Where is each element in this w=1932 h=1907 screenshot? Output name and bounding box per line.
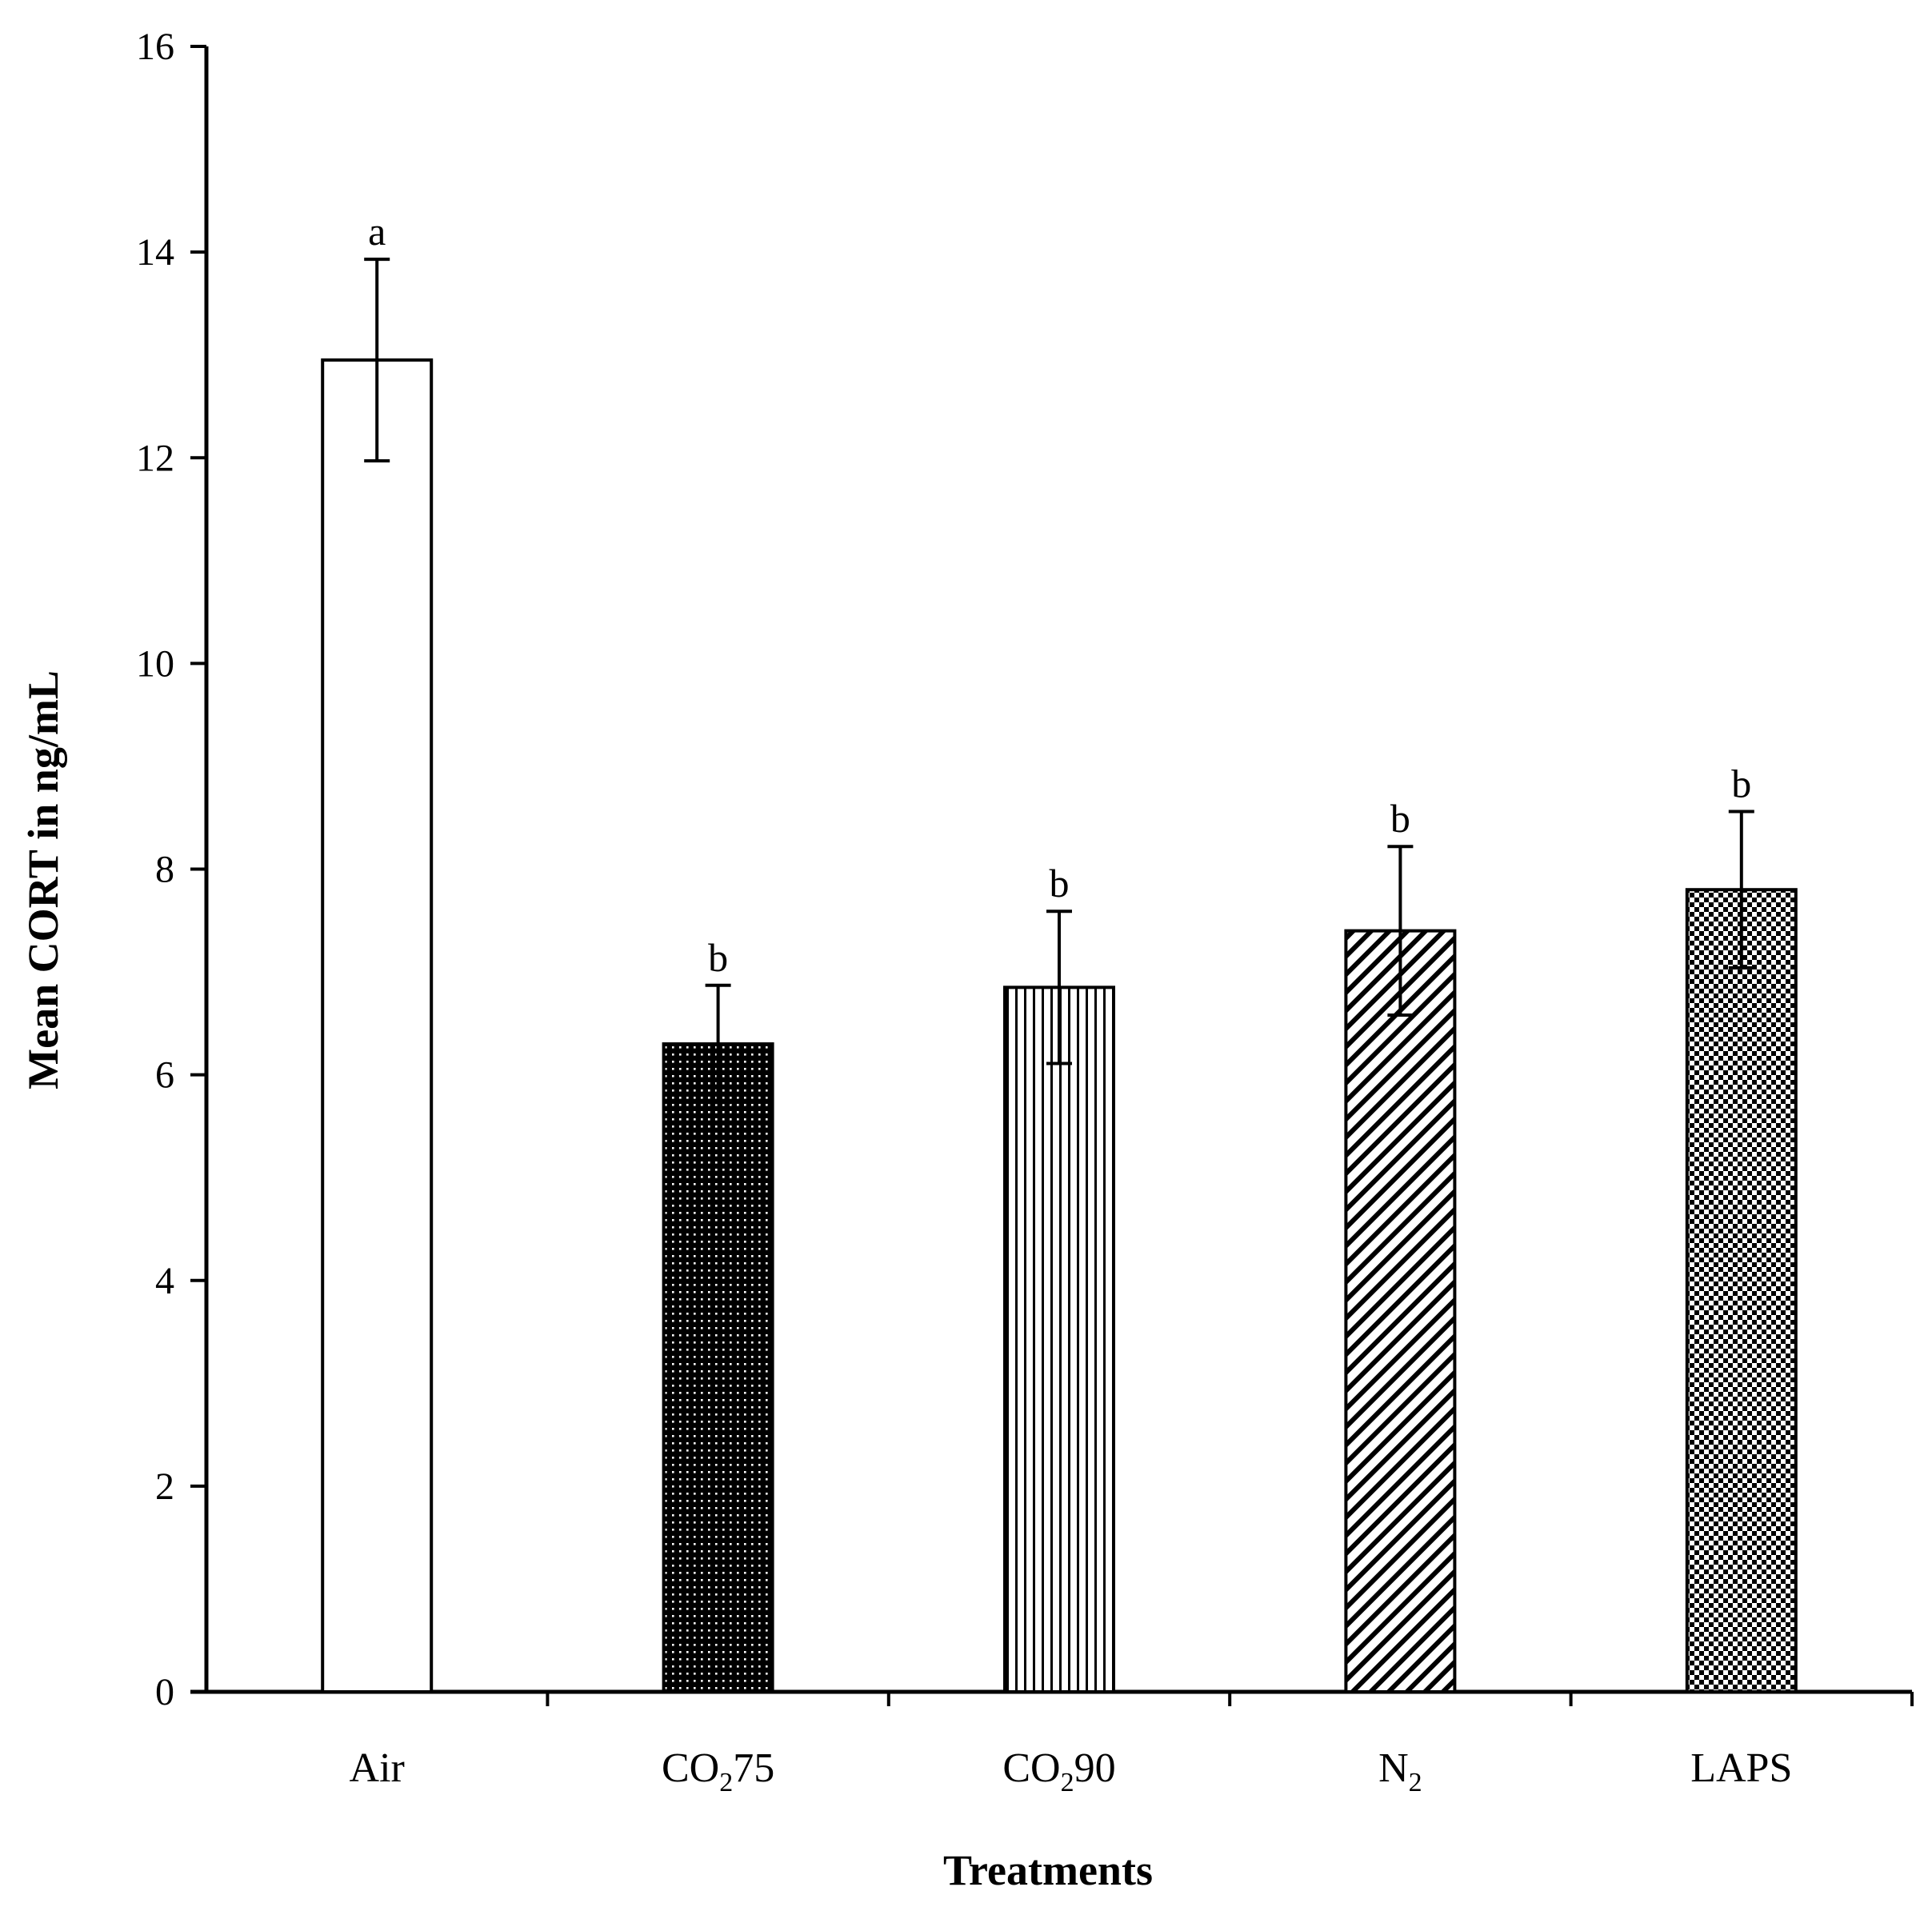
bars-group: a Air b CO275 b CO290 b N2 b LAPS [321, 209, 1798, 1797]
bar [1003, 985, 1115, 1694]
x-axis-title: Treatments [943, 1846, 1153, 1894]
significance-label: a [368, 209, 386, 254]
bar [662, 1042, 774, 1693]
y-tick-label: 14 [136, 231, 174, 274]
y-tick-label: 8 [155, 849, 174, 891]
significance-label: b [1050, 861, 1070, 906]
y-tick-label: 2 [155, 1465, 174, 1508]
category-label: N2 [1378, 1745, 1422, 1797]
bar [321, 358, 434, 1694]
y-tick-label: 10 [136, 642, 174, 685]
y-axis: 0 2 4 6 8 10 12 14 16 [136, 26, 209, 1713]
bar [1344, 929, 1457, 1693]
y-tick-label: 0 [155, 1671, 174, 1713]
category-label: CO290 [1002, 1745, 1115, 1797]
significance-label: b [1390, 796, 1410, 841]
y-tick-label: 6 [155, 1054, 174, 1097]
y-tick-label: 16 [136, 26, 174, 68]
significance-label: b [1731, 762, 1751, 806]
category-label: Air [350, 1745, 405, 1791]
y-tick-label: 12 [136, 437, 174, 479]
y-tick-label: 4 [155, 1260, 174, 1302]
category-label: LAPS [1690, 1745, 1792, 1791]
x-axis [190, 1689, 1914, 1706]
bar [1685, 888, 1798, 1693]
category-label: CO275 [662, 1745, 774, 1797]
significance-label: b [708, 935, 728, 980]
y-axis-title: Mean CORT in ng/mL [19, 670, 67, 1089]
